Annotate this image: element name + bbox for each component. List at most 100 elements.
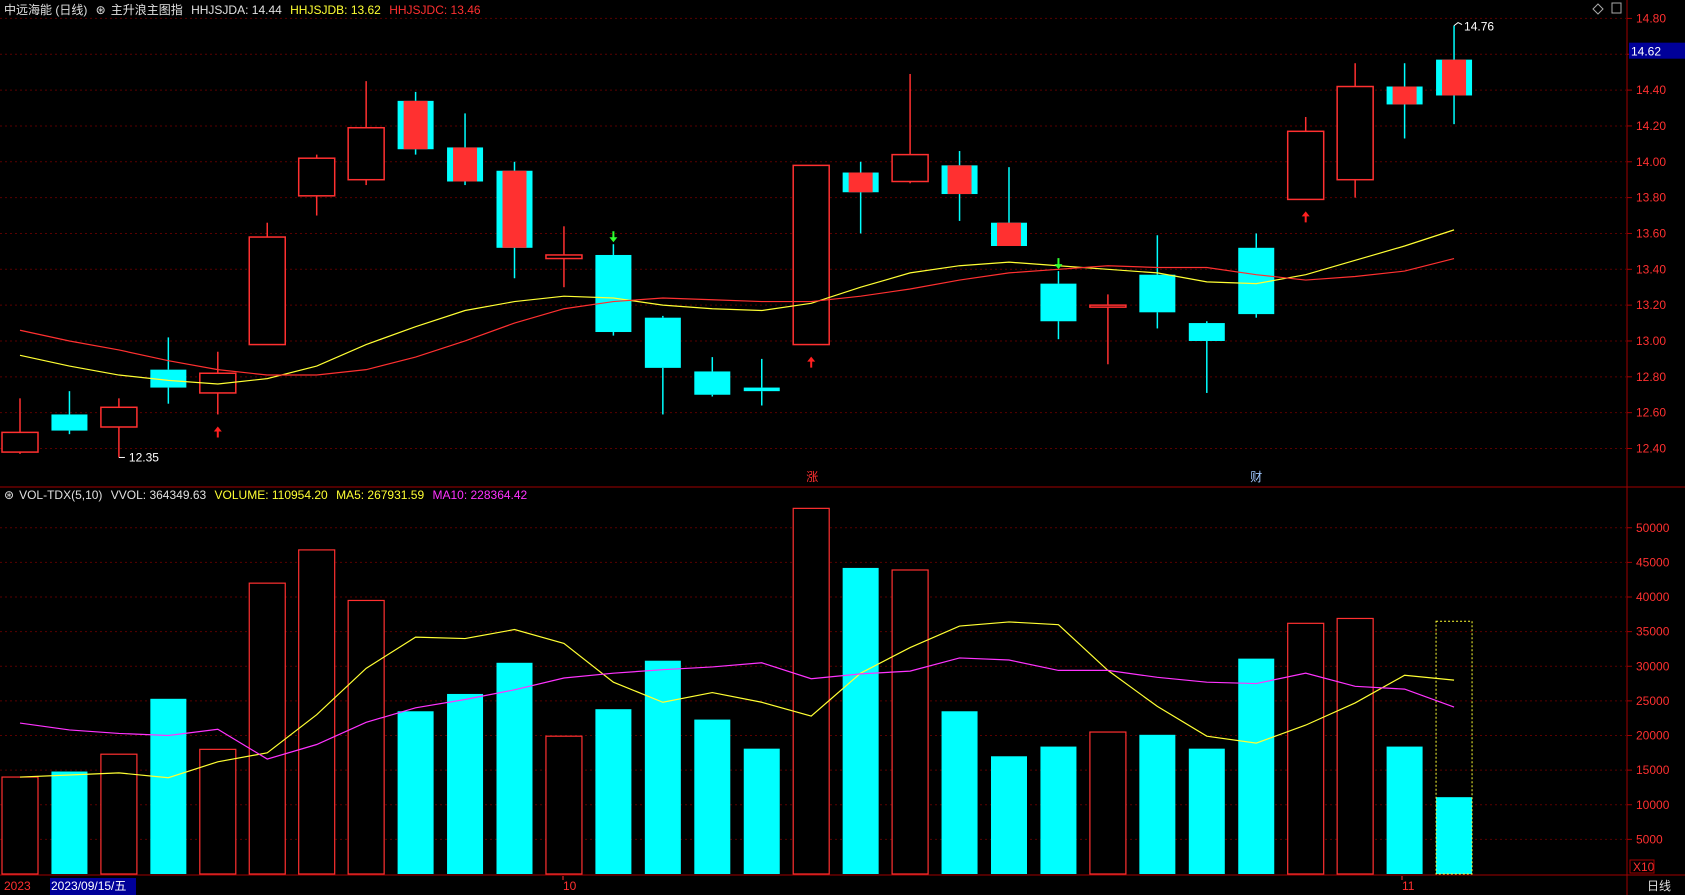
volume-bar-down [1139, 734, 1176, 874]
footer-year-label: 2023 [4, 879, 31, 893]
volume-bar-up [1089, 731, 1127, 875]
price-ma-red-line [19, 257, 1455, 376]
footer-date-label: 2023/09/15/五 [51, 879, 126, 893]
price-ma-yellow-line [19, 229, 1455, 385]
date-highlight [50, 878, 136, 895]
volume-bar-up [545, 735, 583, 875]
candle-body-down [1139, 274, 1176, 313]
volume-tick-label: 5000 [1636, 832, 1663, 846]
price-tick-label: 13.40 [1636, 262, 1666, 276]
footer-month-11-label: 11 [1402, 879, 1415, 893]
volume-bar-down [496, 662, 533, 874]
volume-bar-down [743, 748, 780, 874]
volume-chart-header: ⊛ VOL-TDX(5,10) VVOL: 364349.63 VOLUME: 1… [4, 488, 532, 502]
indicator-name[interactable]: 主升浪主图指 [110, 3, 183, 17]
volume-bar-up [199, 748, 237, 875]
volume-bar-up [891, 569, 929, 875]
price-tick-label: 13.60 [1636, 226, 1666, 240]
candle-body-down [694, 371, 731, 395]
candle-body-up [891, 153, 929, 183]
ma5-value: MA5: 267931.59 [336, 488, 425, 502]
volume-tick-label: 20000 [1636, 729, 1670, 743]
volume-bar-down [1040, 746, 1077, 874]
candle-body-down [1040, 283, 1077, 322]
candle-body-marked [453, 147, 478, 182]
price-tick-label: 14.20 [1636, 119, 1666, 133]
footer-month-10-label: 10 [563, 879, 577, 893]
footer-period-label: 日线 [1647, 879, 1671, 893]
price-tick-label: 13.20 [1636, 298, 1666, 312]
hhjsjda-value: HHJSJDA: 14.44 [191, 3, 282, 17]
price-tick-label: 12.40 [1636, 442, 1666, 456]
candle-body-down [150, 369, 187, 388]
vol-settings-icon[interactable]: ⊛ [4, 488, 15, 502]
volume-bar-up [1336, 617, 1374, 875]
candle-body-up [1, 431, 39, 453]
price-tick-label: 14.40 [1636, 83, 1666, 97]
volume-bar-up [1287, 622, 1325, 875]
stock-title[interactable]: 中远海能 (日线) [4, 3, 88, 17]
candle-body-up [792, 164, 830, 346]
volume-bar-down [1188, 748, 1225, 874]
price-tick-label: 12.80 [1636, 370, 1666, 384]
vol-indicator-name[interactable]: VOL-TDX(5,10) [19, 488, 103, 502]
candle-body-down [595, 254, 632, 333]
volume-tick-label: 25000 [1636, 694, 1670, 708]
main-chart-header: 中远海能 (日线) ⊛ 主升浪主图指 HHJSJDA: 14.44 HHJSJDB… [4, 1, 486, 18]
window-icon [1611, 2, 1622, 14]
current-price-label: 14.62 [1631, 45, 1661, 59]
price-tick-label: 13.80 [1636, 191, 1666, 205]
candle-body-marked [1392, 86, 1417, 105]
volume-bar-down [991, 756, 1027, 874]
candle-body-down [1188, 323, 1225, 341]
candle-body-up [1336, 85, 1374, 181]
volume-ma10-line [19, 657, 1455, 760]
sell-signal-arrow-icon [1054, 258, 1063, 270]
candle-body-marked [848, 172, 873, 193]
candle-body-marked [1442, 59, 1467, 96]
price-tick-label: 13.00 [1636, 334, 1666, 348]
candle-body-down [51, 414, 88, 431]
current-price-box [1629, 42, 1685, 59]
sell-signal-arrow-icon [609, 231, 618, 243]
candle-body-up [347, 126, 385, 181]
volume-bar-down [51, 771, 88, 874]
price-tick-label: 14.00 [1636, 155, 1666, 169]
volume-bar-up [347, 599, 385, 875]
high-price-label: 14.76 [1464, 20, 1494, 34]
hhjsjdc-value: HHJSJDC: 13.46 [389, 3, 481, 17]
volume-tick-label: 45000 [1636, 555, 1670, 569]
candle-body-up [297, 157, 336, 197]
candle-body-up [100, 406, 138, 428]
candle-body-marked [947, 165, 972, 195]
indicator-icon[interactable]: ⊛ [95, 3, 106, 17]
volume-bar-down [941, 711, 978, 874]
volume-bar-down [1238, 658, 1275, 874]
diamond-icon [1592, 3, 1604, 15]
volume-bar-down [842, 567, 879, 874]
volume-bar-down [644, 660, 681, 874]
volume-bar-up [792, 507, 830, 875]
volume-bar-down [1386, 746, 1423, 874]
candle-body-marked [403, 100, 428, 150]
zhang-event-badge: 涨 [806, 469, 818, 484]
price-tick-label: 14.80 [1636, 11, 1666, 25]
vvol-value: VVOL: 364349.63 [110, 488, 207, 502]
volume-tick-label: 35000 [1636, 625, 1670, 639]
ma10-value: MA10: 228364.42 [432, 488, 528, 502]
buy-signal-arrow-icon [807, 356, 816, 368]
volume-tick-label: 50000 [1636, 521, 1670, 535]
candle-body-down [644, 317, 681, 368]
candle-body-marked [997, 222, 1021, 247]
cai-event-badge: 财 [1250, 470, 1262, 484]
candle-body-marked [502, 170, 527, 248]
volume-bar-up [1, 776, 39, 875]
candle-body-up [1286, 130, 1325, 201]
volume-value: VOLUME: 110954.20 [214, 488, 328, 502]
volume-tick-label: 30000 [1636, 659, 1670, 673]
low-price-label: 12.35 [129, 450, 159, 464]
candle-body-down [743, 387, 780, 392]
candle-body-up [545, 254, 583, 260]
volume-bar-down [447, 693, 484, 874]
